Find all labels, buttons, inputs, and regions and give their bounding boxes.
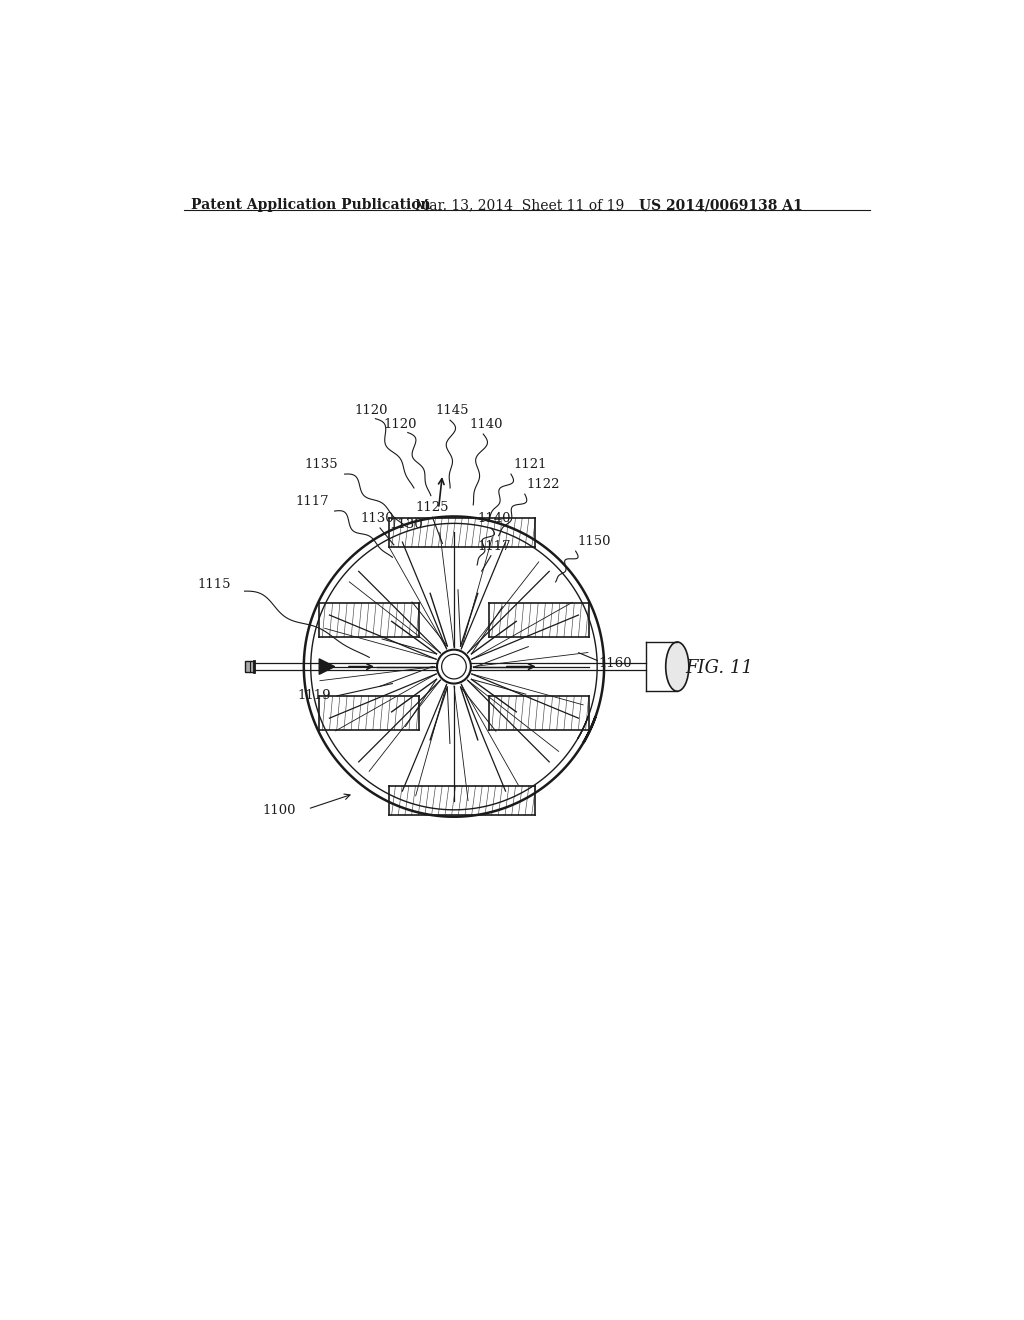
Text: 1117: 1117 [296, 495, 330, 508]
Text: 1135: 1135 [305, 458, 339, 471]
Text: 1145: 1145 [435, 404, 469, 417]
Text: Patent Application Publication: Patent Application Publication [190, 198, 430, 213]
Text: 1122: 1122 [526, 478, 560, 491]
Text: FIG. 11: FIG. 11 [685, 659, 753, 677]
Text: 1119: 1119 [297, 689, 331, 702]
Text: 1117: 1117 [477, 540, 511, 553]
Text: 1140: 1140 [477, 512, 511, 525]
Text: 1120: 1120 [383, 418, 417, 430]
Text: 1121: 1121 [513, 458, 547, 471]
Polygon shape [319, 659, 335, 675]
Text: 1100: 1100 [262, 804, 296, 817]
Text: 1160: 1160 [599, 656, 633, 669]
Text: 1125: 1125 [416, 502, 450, 513]
Text: 1120: 1120 [354, 404, 387, 417]
FancyBboxPatch shape [245, 661, 254, 672]
Text: 1130: 1130 [389, 517, 423, 531]
Text: US 2014/0069138 A1: US 2014/0069138 A1 [639, 198, 803, 213]
Ellipse shape [666, 642, 689, 692]
Text: 1115: 1115 [198, 578, 230, 591]
Text: 1130: 1130 [360, 512, 394, 525]
Text: 1150: 1150 [578, 535, 610, 548]
Text: 1140: 1140 [470, 418, 503, 430]
Text: Mar. 13, 2014  Sheet 11 of 19: Mar. 13, 2014 Sheet 11 of 19 [416, 198, 625, 213]
